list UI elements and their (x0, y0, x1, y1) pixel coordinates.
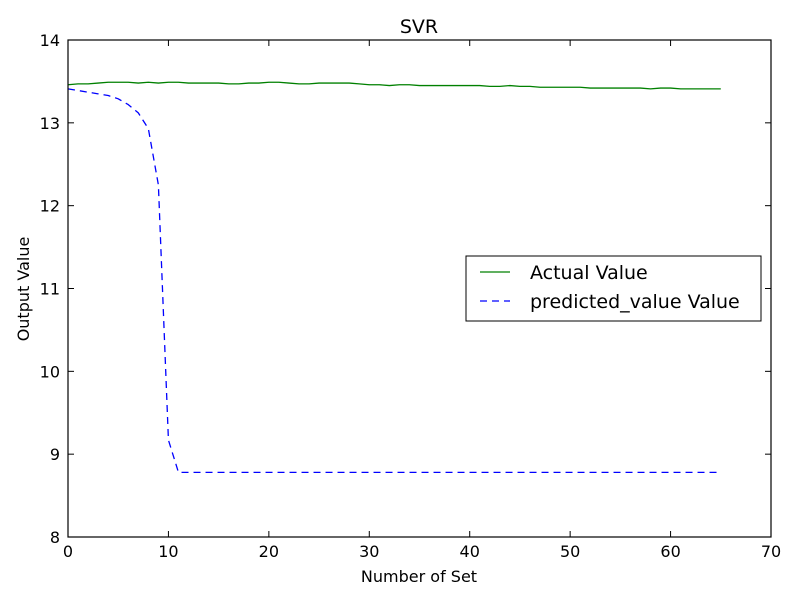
plot-area: 0 10 20 30 40 50 60 70 8 9 10 11 12 13 14 (40, 31, 782, 561)
x-tick-label: 0 (63, 542, 73, 561)
x-tick-label: 70 (761, 542, 781, 561)
series-line-2 (67, 88, 721, 474)
y-axis-label: Output Value (14, 237, 33, 342)
y-tick-label: 8 (50, 528, 60, 547)
series-line-1 (67, 81, 721, 90)
x-axis-label: Number of Set (361, 567, 477, 586)
y-tick-label: 9 (50, 445, 60, 464)
legend: Actual Value predicted_value Value (465, 255, 762, 322)
x-tick-label: 10 (158, 542, 178, 561)
legend-label-1: Actual Value (530, 262, 648, 284)
x-tick-label: 30 (359, 542, 379, 561)
y-tick-label: 14 (40, 31, 60, 50)
y-tick-label: 10 (40, 362, 60, 381)
legend-box (465, 255, 762, 322)
y-tick-label: 11 (40, 280, 60, 299)
x-tick-label: 60 (660, 542, 680, 561)
y-tick-label: 13 (40, 114, 60, 133)
legend-label-2: predicted_value Value (530, 291, 740, 313)
x-tick-label: 40 (460, 542, 480, 561)
x-tick-label: 20 (259, 542, 279, 561)
chart-title: SVR (400, 16, 438, 38)
y-tick-label: 12 (40, 197, 60, 216)
x-tick-label: 50 (560, 542, 580, 561)
